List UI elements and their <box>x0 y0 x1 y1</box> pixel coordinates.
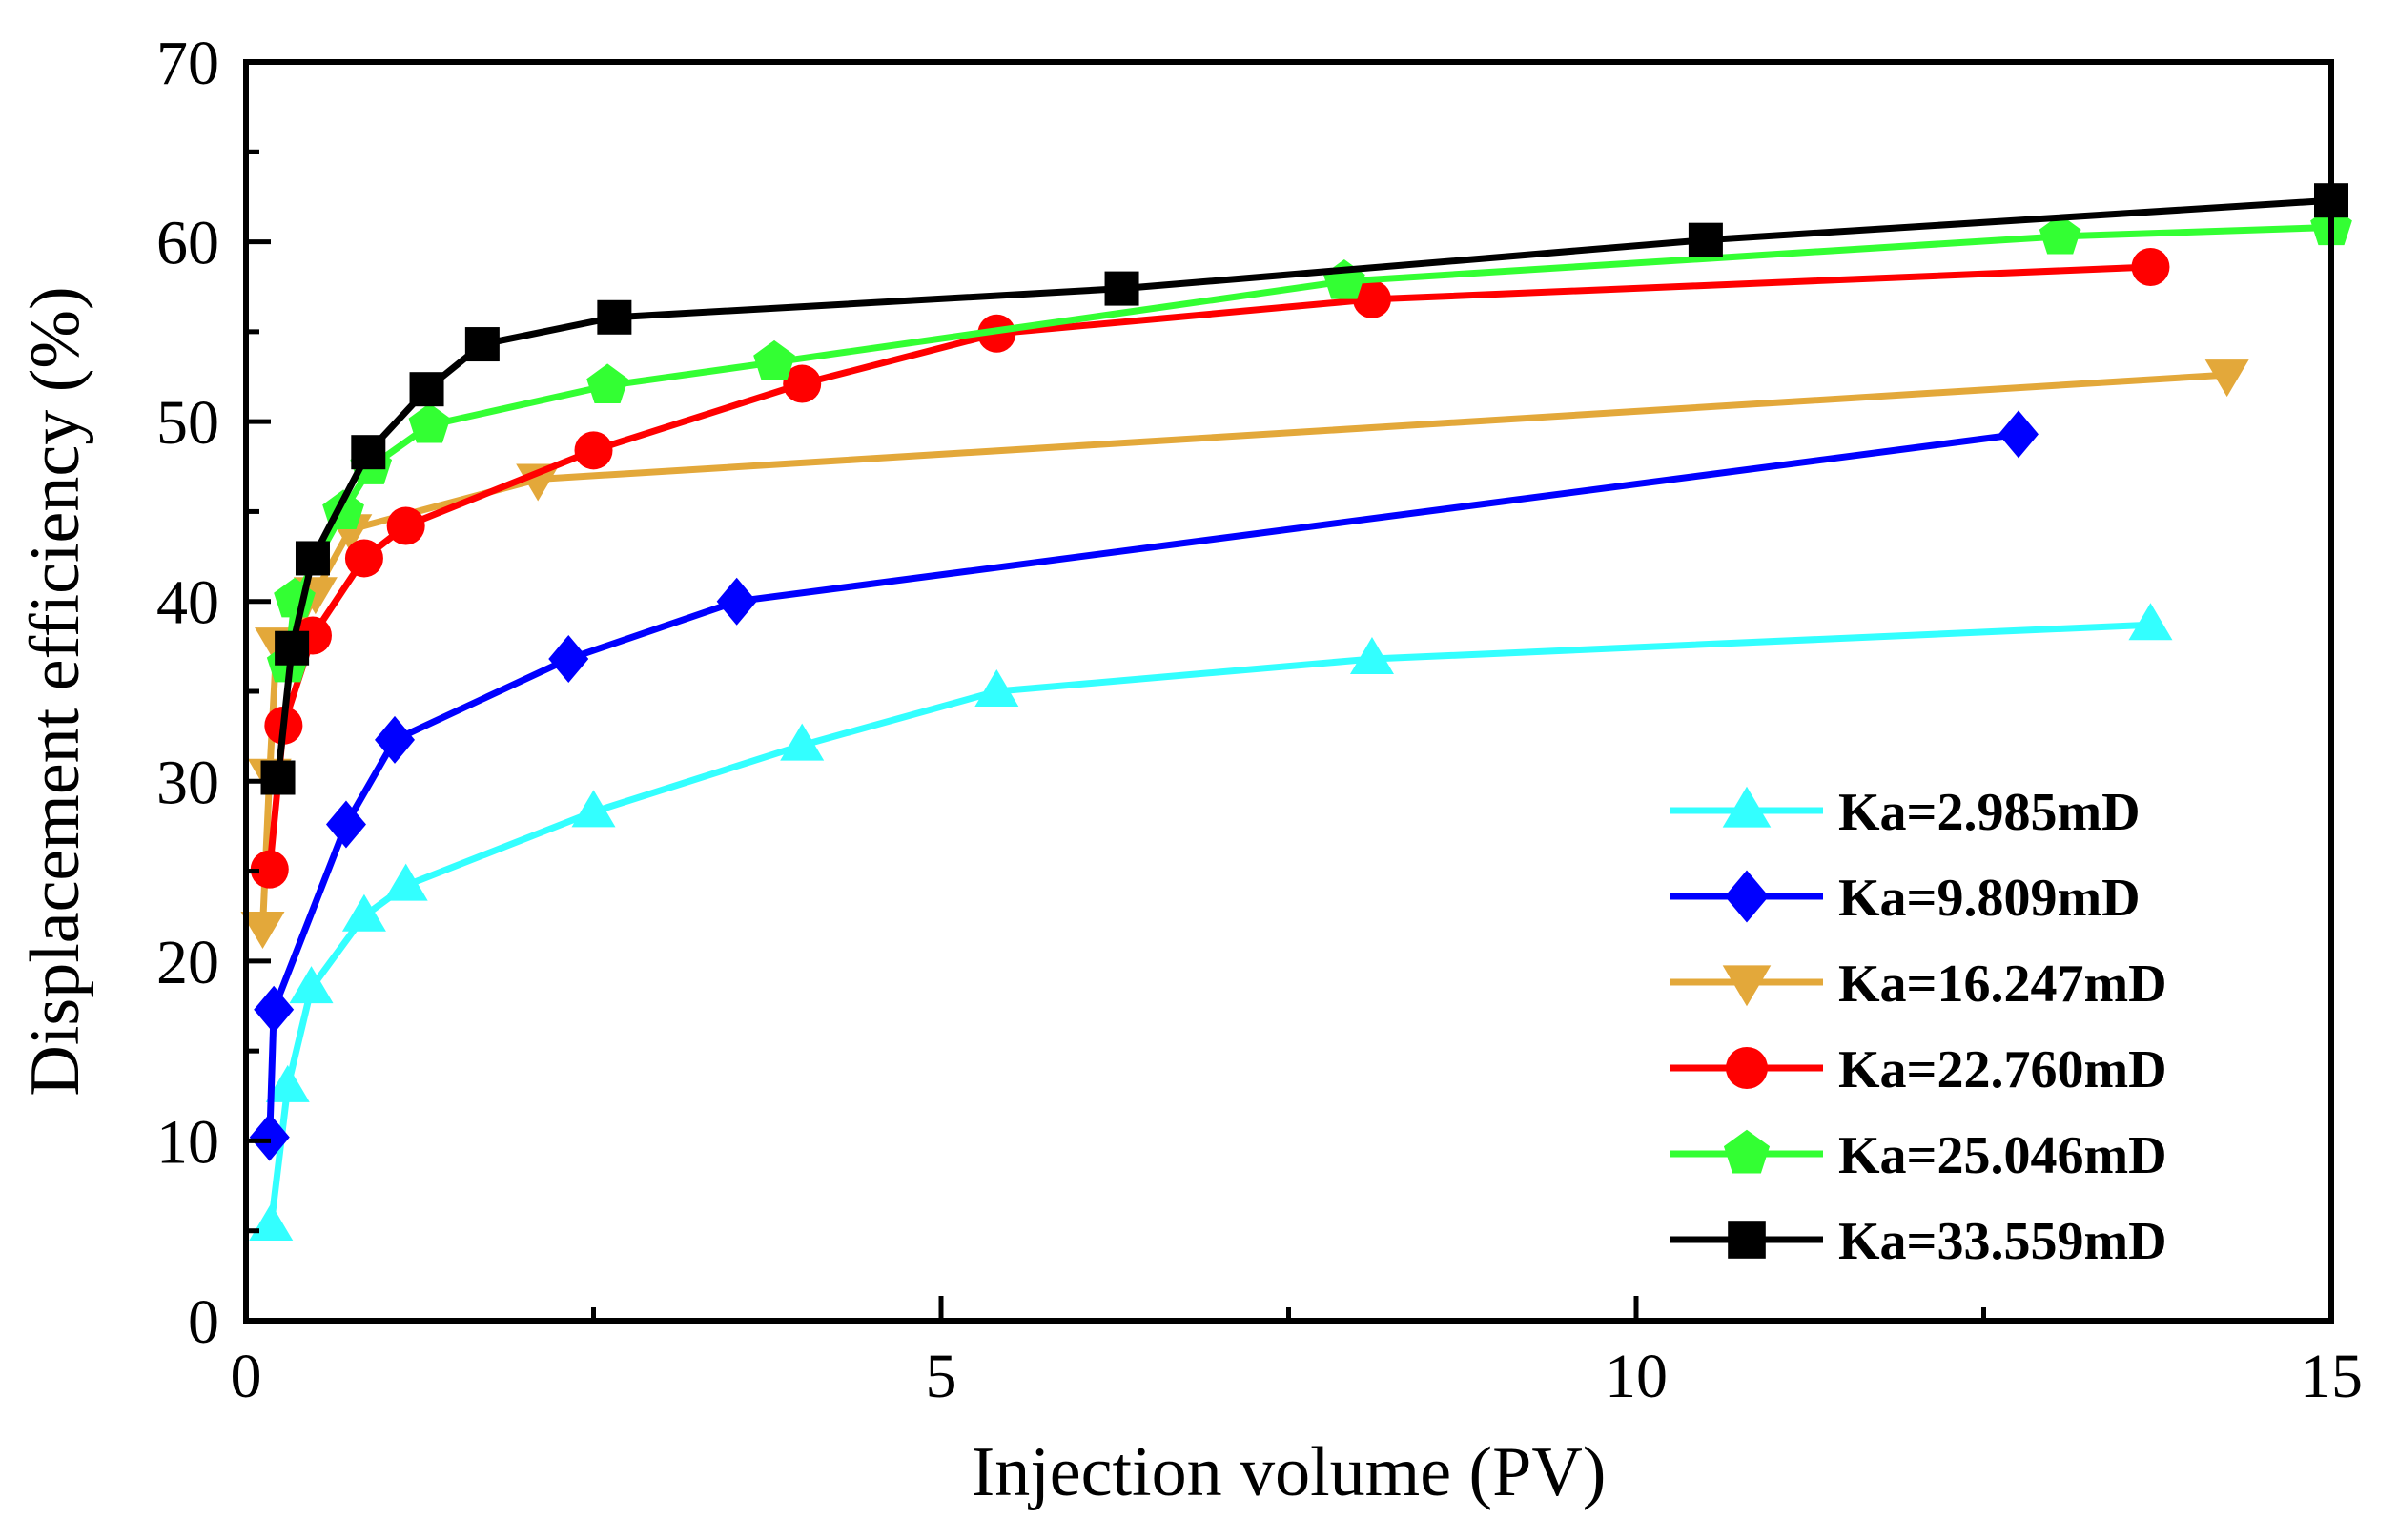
data-point <box>408 402 451 443</box>
data-point <box>249 1203 294 1242</box>
tick-labels: 0 5 10 15 0 10 20 30 40 50 60 70 <box>156 29 2363 1411</box>
data-point <box>383 863 428 901</box>
data-point <box>2128 603 2173 641</box>
y-axis-title: Displacement efficiency (%) <box>16 286 94 1096</box>
data-point <box>1104 271 1139 306</box>
data-point <box>344 539 383 578</box>
series-6 <box>260 183 2348 795</box>
data-point <box>516 463 561 502</box>
data-point <box>548 635 589 684</box>
legend-marker <box>1726 1047 1768 1089</box>
y-tick-label: 60 <box>156 209 219 278</box>
data-point <box>974 669 1019 707</box>
data-point <box>254 985 295 1034</box>
data-point <box>586 363 628 404</box>
legend-label: Ka=25.046mD <box>1838 1126 2167 1185</box>
legend-marker <box>1728 1221 1766 1259</box>
y-tick-label: 20 <box>156 928 219 997</box>
y-tick-label: 40 <box>156 568 219 638</box>
data-point <box>265 1064 310 1102</box>
series-2 <box>249 410 2039 1161</box>
data-point <box>716 577 757 626</box>
legend-entry: Ka=2.985mD <box>1670 783 2141 842</box>
legend-marker <box>1724 870 1770 923</box>
data-point <box>783 364 822 403</box>
plot-frame <box>243 59 2334 1324</box>
data-point <box>780 723 825 761</box>
y-tick-label: 0 <box>188 1287 219 1357</box>
x-tick-label: 0 <box>231 1342 262 1411</box>
series-1 <box>249 603 2173 1242</box>
legend-entry: Ka=25.046mD <box>1670 1126 2167 1185</box>
series-line <box>267 621 2151 1226</box>
data-point <box>753 339 795 380</box>
x-tick-label: 10 <box>1605 1342 1668 1411</box>
legend: Ka=2.985mD Ka=9.809mD Ka=16.247mD Ka=22.760… <box>1670 783 2167 1271</box>
data-point <box>289 966 334 1004</box>
legend-label: Ka=33.559mD <box>1838 1212 2167 1271</box>
data-point <box>386 506 425 545</box>
data-point <box>1688 222 1723 257</box>
series-line <box>275 196 2332 778</box>
data-point <box>295 541 330 576</box>
x-tick-label: 5 <box>926 1342 957 1411</box>
data-point <box>351 435 386 470</box>
y-tick-label: 10 <box>156 1107 219 1177</box>
y-tick-label: 30 <box>156 748 219 817</box>
legend-label: Ka=22.760mD <box>1838 1040 2167 1099</box>
data-point <box>2131 247 2170 286</box>
series-layer <box>240 183 2352 1242</box>
data-point <box>275 630 310 666</box>
data-point <box>2039 214 2081 255</box>
data-point <box>375 715 416 764</box>
data-point <box>240 912 285 950</box>
data-point <box>249 1113 290 1161</box>
legend-label: Ka=16.247mD <box>1838 955 2167 1014</box>
legend-entry: Ka=22.760mD <box>1670 1040 2167 1099</box>
data-point <box>341 893 386 932</box>
data-point <box>260 760 296 795</box>
legend-entry: Ka=16.247mD <box>1670 955 2167 1014</box>
data-point <box>1352 279 1391 318</box>
x-tick-label: 15 <box>2300 1342 2363 1411</box>
x-axis-title: Injection volume (PV) <box>972 1433 1607 1511</box>
data-point <box>325 800 366 849</box>
data-point <box>464 327 500 362</box>
legend-marker <box>1722 786 1772 828</box>
legend-label: Ka=2.985mD <box>1838 783 2141 842</box>
data-point <box>1998 410 2039 459</box>
data-point <box>571 790 616 828</box>
legend-marker <box>1723 1129 1771 1174</box>
y-tick-label: 70 <box>156 29 219 98</box>
data-point <box>409 372 444 407</box>
legend-marker <box>1722 965 1772 1007</box>
data-point <box>250 850 289 889</box>
legend-entry: Ka=33.559mD <box>1670 1212 2167 1271</box>
y-tick-label: 50 <box>156 388 219 458</box>
data-point <box>597 299 632 335</box>
data-point <box>574 431 613 470</box>
data-point <box>2204 359 2249 398</box>
data-point <box>1349 637 1394 675</box>
legend-label: Ka=9.809mD <box>1838 869 2141 928</box>
legend-entry: Ka=9.809mD <box>1670 869 2141 928</box>
